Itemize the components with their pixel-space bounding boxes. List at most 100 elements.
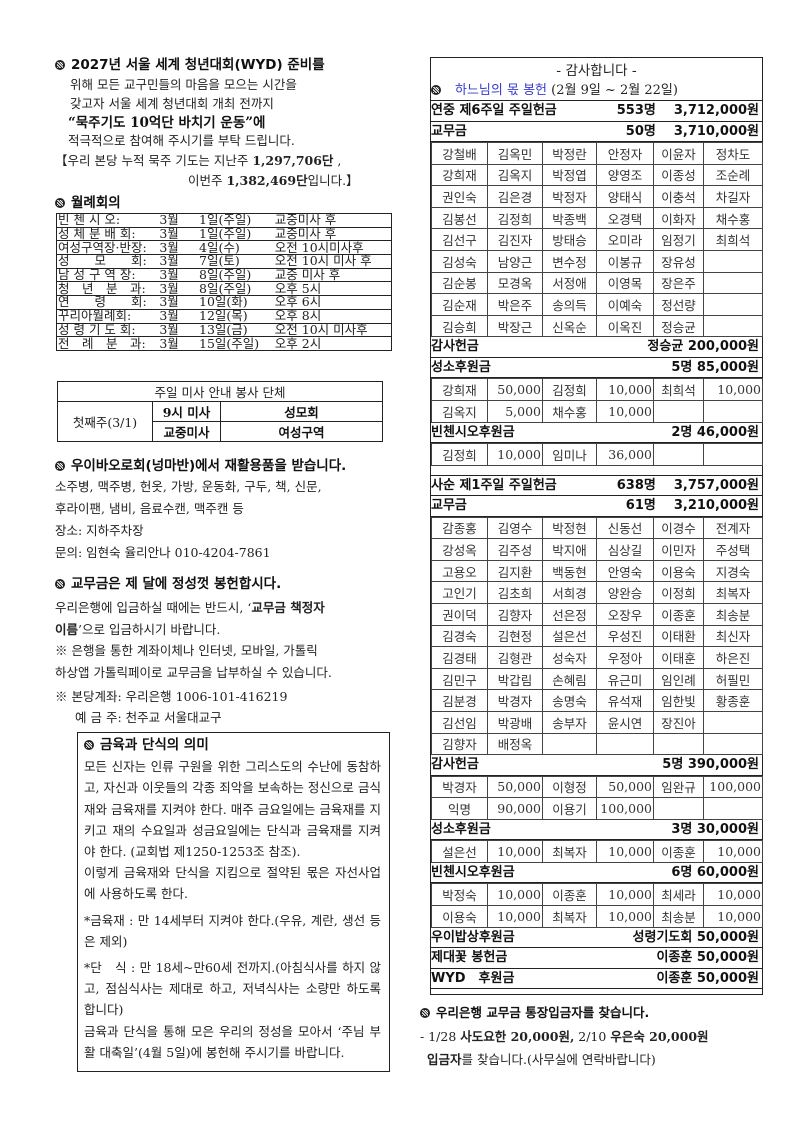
- wyd-heading: 2027년 서울 세계 청년대회(WYD) 준비를: [55, 53, 325, 73]
- week1-section: 연중 제6주일 주일헌금 553명 3,712,000원 교무금 50명 3,710,00…: [431, 101, 763, 466]
- donation-amount: 90,000: [487, 797, 543, 820]
- name-cell: 신옥순: [542, 314, 597, 338]
- name-cell: [703, 271, 763, 295]
- donation-amount: 10,000: [487, 905, 543, 928]
- total-amount: 50명 3,710,000원: [626, 122, 762, 142]
- names-row: 김민구 박갑림 손혜림 유근미 임인례 허필민: [431, 667, 763, 691]
- donation-amount: 10,000: [596, 883, 654, 907]
- fasting-para: *단 식 : 만 18세~만60세 전까지.(아침식사를 하지 않고, 점심식사…: [84, 960, 381, 1018]
- bullet-icon: [55, 198, 65, 208]
- thanks-box: - 감사합니다 - 하느님의 몫 봉헌 (2월 9일 ~ 2월 22일) 연중 …: [430, 57, 763, 995]
- bullet-icon: [84, 740, 94, 750]
- name-cell: 고인기: [431, 581, 488, 604]
- meeting-cell: 오후 6시: [273, 295, 392, 310]
- name-cell: 김순재: [431, 293, 488, 316]
- name-cell: 이용숙: [653, 559, 704, 583]
- meetings-heading: 월례회의: [55, 191, 121, 211]
- name-cell: 김성숙: [431, 249, 488, 273]
- name-cell: 박정란: [542, 142, 597, 165]
- name-cell: 조순례: [703, 163, 763, 187]
- donor-name: 익명: [431, 797, 488, 820]
- total-amount: 성령기도회 50,000원: [632, 929, 759, 945]
- t: 이름: [55, 622, 79, 637]
- donation-amount: 50,000: [487, 775, 543, 799]
- fasting-para: 이렇게 금육재와 단식을 지킴으로 절약된 몫은 자선사업에 사용하도록 한다.: [84, 865, 381, 902]
- donation-row: 김정희 10,000 임미나 36,000: [431, 443, 763, 466]
- donation-row: 박경자 50,000 이형정 50,000 임완규 100,000: [431, 775, 763, 799]
- service-table: 주일 미사 안내 봉사 단체 첫째주(3/1) 9시 미사 성모회 교중미사 여성구역: [57, 381, 383, 442]
- meeting-cell: 오후 8시: [273, 308, 392, 324]
- meeting-cell: 3월: [158, 281, 198, 297]
- name-cell: 성숙자: [542, 646, 597, 669]
- donation-amount: 100,000: [596, 797, 654, 820]
- donor-name: [653, 797, 704, 820]
- name-cell: 채수홍: [703, 206, 763, 230]
- total-row: 제대꽃 봉헌금 이종훈 50,000원: [431, 948, 762, 969]
- total-row: 우이밥상후원금 성령기도회 50,000원: [431, 928, 762, 949]
- name-cell: 김선임: [431, 710, 488, 734]
- thanks-title: - 감사합니다 -: [556, 63, 637, 79]
- meeting-cell: 8일(주일): [198, 267, 274, 283]
- t: ,: [333, 153, 342, 168]
- names-row: 권인숙 김은경 박정자 양태식 이충석 차길자: [431, 185, 763, 208]
- name-cell: 이민자: [653, 538, 704, 561]
- donation-row: 익명 90,000 이용기 100,000: [431, 797, 763, 820]
- name-cell: 김진자: [487, 228, 543, 251]
- t: 우리은행에 입금하실 때에는 반드시, ‘: [55, 600, 252, 615]
- name-cell: 정승균: [653, 314, 704, 338]
- name-cell: 감종홍: [431, 516, 488, 540]
- donation-amount: 100,000: [703, 775, 763, 799]
- total-sum: 3,757,000원: [673, 477, 759, 493]
- names-row: 김승희 박장근 신옥순 이옥진 정승균: [431, 314, 763, 338]
- name-cell: 김형관: [487, 646, 543, 669]
- donation-row: 김옥지 5,000 채수홍 10,000: [431, 399, 763, 423]
- total-count: 553명: [616, 103, 656, 118]
- rosary-tally-last-week: 【우리 본당 누적 묵주 기도는 지난주 1,297,706단 ,: [55, 150, 341, 169]
- meeting-row: 꾸리아월례회: 3월 12일(목) 오후 8시: [56, 308, 392, 324]
- section-gap: [431, 466, 762, 476]
- meeting-row: 전 례 분 과: 3월 15일(주일) 오후 2시: [56, 336, 392, 351]
- name-cell: 설은선: [542, 624, 597, 648]
- names-row: 김순재 박은주 송의득 이예숙 정선량: [431, 293, 763, 316]
- name-cell: 안영숙: [596, 559, 654, 583]
- donation-amount: 10,000: [596, 840, 654, 863]
- names-row: 김향자 배정옥: [431, 732, 763, 756]
- total-label: 우이밥상후원금: [431, 929, 515, 945]
- name-cell: 정차도: [703, 142, 763, 165]
- name-cell: 양완승: [596, 581, 654, 604]
- name-cell: 이태환: [653, 624, 704, 648]
- name-cell: 임정기: [653, 228, 704, 251]
- name-cell: 김정희: [487, 206, 543, 230]
- total-amount: 553명 3,712,000원: [617, 101, 762, 121]
- name-cell: 변수정: [542, 249, 597, 273]
- total-row: 빈첸시오후원금 6명 60,000원: [431, 863, 762, 884]
- donor-name: 임완규: [653, 775, 704, 799]
- donor-name: [653, 443, 704, 466]
- name-cell: 이정희: [653, 581, 704, 604]
- name-cell: 이봉규: [596, 249, 654, 273]
- meeting-cell: 3월: [158, 267, 198, 283]
- recycle-line: 후라이팬, 냄비, 음료수캔, 맥주캔 등: [55, 501, 244, 516]
- names-row: 고인기 김초희 서희경 양완승 이정희 최복자: [431, 581, 763, 604]
- name-cell: 이화자: [653, 206, 704, 230]
- name-cell: 남양근: [487, 249, 543, 273]
- meeting-cell: 남 성 구 역 장:: [56, 267, 159, 283]
- wyd-campaign: “묵주기도 10억단 바치기 운동”에: [68, 115, 266, 131]
- name-cell: 박갑림: [487, 667, 543, 691]
- total-row: 사순 제1주일 주일헌금 638명 3,757,000원: [431, 476, 762, 497]
- name-cell: 김지환: [487, 559, 543, 583]
- total-label: 감사헌금: [431, 757, 479, 773]
- name-cell: 윤시연: [596, 710, 654, 734]
- total-row: 교무금 50명 3,710,000원: [431, 122, 762, 142]
- donor-name: 설은선: [431, 840, 488, 863]
- donation-amount: 10,000: [487, 840, 543, 863]
- name-cell: 주성택: [703, 538, 763, 561]
- fasting-para: 모든 신자는 인류 구원을 위한 그리스도의 수난에 동참하고, 자신과 이웃들…: [84, 759, 381, 860]
- name-cell: 고용오: [431, 559, 488, 583]
- service-group: 성모회: [220, 401, 383, 422]
- total-row: 감사헌금 5명 390,000원: [431, 755, 762, 776]
- names-row: 김경태 김형관 성숙자 우정아 이태훈 하은진: [431, 646, 763, 669]
- dues-line: 우리은행에 입금하실 때에는 반드시, ‘교무금 책정자: [55, 597, 325, 616]
- name-cell: 우성진: [596, 624, 654, 648]
- name-cell: 김영수: [487, 516, 543, 540]
